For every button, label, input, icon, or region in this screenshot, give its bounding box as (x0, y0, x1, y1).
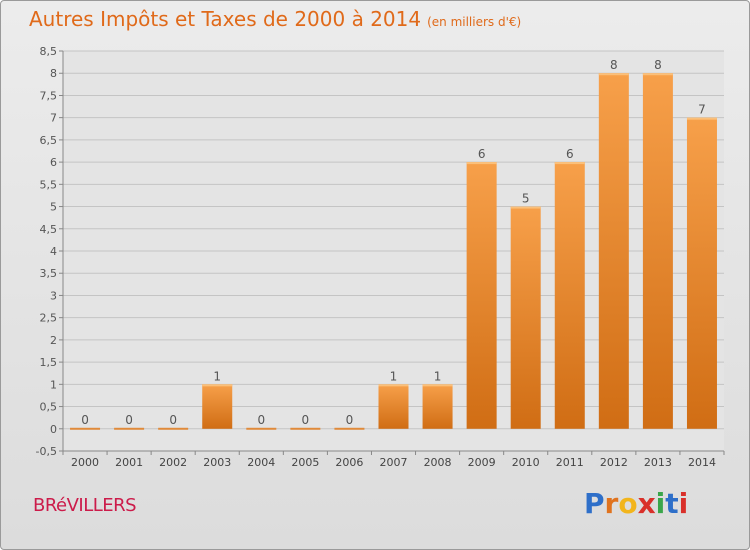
x-tick-label: 2003 (203, 456, 231, 469)
x-tick-label: 2008 (424, 456, 452, 469)
data-label: 8 (654, 58, 662, 72)
bar (422, 384, 453, 429)
bar (598, 73, 629, 429)
data-label: 0 (302, 413, 310, 427)
x-tick-label: 2004 (247, 456, 275, 469)
chart-title: Autres Impôts et Taxes de 2000 à 2014 (en… (29, 7, 521, 31)
bar (114, 427, 145, 430)
bar (290, 427, 321, 430)
y-tick-label: 5,5 (40, 178, 58, 191)
bar (334, 427, 365, 430)
logo-letter: t (665, 487, 679, 520)
x-tick-label: 2005 (291, 456, 319, 469)
bar (378, 384, 409, 429)
chart-subtitle: (en milliers d'€) (427, 15, 522, 29)
y-tick-label: 3,5 (40, 267, 58, 280)
y-tick-label: 8 (50, 67, 57, 80)
y-tick-label: 4 (50, 245, 57, 258)
x-tick-label: 2002 (159, 456, 187, 469)
y-tick-label: 0,5 (40, 401, 58, 414)
bar (554, 162, 585, 429)
data-label: 5 (522, 192, 530, 206)
logo-letter: P (584, 487, 605, 520)
bar-highlight (686, 117, 717, 120)
bar-highlight (202, 384, 233, 387)
chart-title-text: Autres Impôts et Taxes de 2000 à 2014 (29, 7, 422, 31)
bar-highlight (554, 162, 585, 165)
x-tick-label: 2009 (468, 456, 496, 469)
y-tick-label: 8,5 (40, 45, 58, 58)
y-tick-label: 2,5 (40, 312, 58, 325)
y-tick-label: 0 (50, 423, 57, 436)
bar (642, 73, 673, 429)
data-label: 1 (213, 369, 221, 383)
bar (202, 384, 233, 429)
bar-highlight (466, 162, 497, 165)
x-tick-label: 2012 (600, 456, 628, 469)
bar (70, 427, 101, 430)
y-tick-label: 6,5 (40, 134, 58, 147)
logo-letter: x (637, 487, 656, 520)
y-tick-label: 2 (50, 334, 57, 347)
y-tick-label: 5 (50, 201, 57, 214)
data-label: 1 (390, 369, 398, 383)
x-tick-label: 2011 (556, 456, 584, 469)
x-tick-label: 2007 (380, 456, 408, 469)
bar (466, 162, 497, 429)
proxiti-logo: Proxiti (584, 487, 688, 520)
bar-highlight (378, 384, 409, 387)
x-tick-label: 2006 (335, 456, 363, 469)
data-label: 6 (478, 147, 486, 161)
logo-letter: i (678, 487, 689, 520)
data-label: 0 (81, 413, 89, 427)
y-tick-label: 1 (50, 378, 57, 391)
bar (158, 427, 189, 430)
bar-highlight (422, 384, 453, 387)
data-label: 7 (698, 103, 706, 117)
bar (686, 117, 717, 429)
x-tick-label: 2000 (71, 456, 99, 469)
x-tick-label: 2013 (644, 456, 672, 469)
logo-letter: i (655, 487, 666, 520)
bar (510, 206, 541, 429)
y-tick-label: 7 (50, 112, 57, 125)
data-label: 6 (566, 147, 574, 161)
bar-highlight (642, 73, 673, 76)
y-tick-label: 6 (50, 156, 57, 169)
logo-letter: o (618, 487, 638, 520)
x-tick-label: 2014 (688, 456, 716, 469)
y-tick-label: 1,5 (40, 356, 58, 369)
data-label: 1 (434, 369, 442, 383)
bar (246, 427, 277, 430)
x-tick-label: 2001 (115, 456, 143, 469)
bar-highlight (598, 73, 629, 76)
logo-letter: r (604, 487, 619, 520)
town-name: BRéVILLERS (33, 495, 137, 516)
data-label: 8 (610, 58, 618, 72)
data-label: 0 (257, 413, 265, 427)
x-tick-label: 2010 (512, 456, 540, 469)
y-tick-label: 7,5 (40, 89, 58, 102)
y-tick-label: 3 (50, 289, 57, 302)
data-label: 0 (125, 413, 133, 427)
y-tick-label: -0,5 (36, 445, 57, 458)
bar-highlight (510, 206, 541, 209)
data-label: 0 (169, 413, 177, 427)
data-label: 0 (346, 413, 354, 427)
y-tick-label: 4,5 (40, 223, 58, 236)
